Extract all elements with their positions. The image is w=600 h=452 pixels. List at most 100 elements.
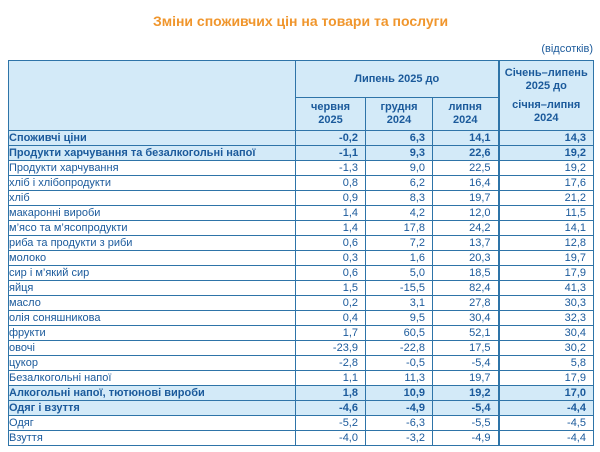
value-cell: -5,5 bbox=[432, 415, 499, 431]
value-cell: 19,7 bbox=[432, 190, 499, 206]
value-cell: 22,6 bbox=[432, 145, 499, 161]
value-cell: -4,9 bbox=[432, 430, 499, 446]
row-label: риба та продукти з риби bbox=[8, 235, 296, 251]
value-cell: 19,2 bbox=[432, 385, 499, 401]
value-cell: 1,5 bbox=[295, 280, 366, 296]
value-cell: 30,4 bbox=[497, 325, 594, 341]
value-cell: -4,9 bbox=[365, 400, 433, 416]
value-cell: 5,8 bbox=[497, 355, 594, 371]
table-body: Споживчі ціни -0,2 6,3 14,1 14,3 Продукти хар… bbox=[8, 130, 594, 446]
value-cell: 22,5 bbox=[432, 160, 499, 176]
value-cell: -1,3 bbox=[295, 160, 366, 176]
value-cell: 12,0 bbox=[432, 205, 499, 221]
table-row: цукор -2,8 -0,5 -5,4 5,8 bbox=[8, 355, 594, 371]
value-cell: -15,5 bbox=[365, 280, 433, 296]
table-row: Одяг -5,2 -6,3 -5,5 -4,5 bbox=[8, 415, 594, 431]
table-row: Продукти харчування -1,3 9,0 22,5 19,2 bbox=[8, 160, 594, 176]
value-cell: -4,6 bbox=[295, 400, 366, 416]
value-cell: -4,4 bbox=[497, 400, 594, 416]
value-cell: 9,5 bbox=[365, 310, 433, 326]
group-header-july-2025: Липень 2025 до bbox=[295, 60, 499, 98]
value-cell: 3,1 bbox=[365, 295, 433, 311]
value-cell: -2,8 bbox=[295, 355, 366, 371]
value-cell: 19,7 bbox=[497, 250, 594, 266]
value-cell: 19,2 bbox=[497, 145, 594, 161]
value-cell: 1,4 bbox=[295, 220, 366, 236]
value-cell: 27,8 bbox=[432, 295, 499, 311]
value-cell: -5,2 bbox=[295, 415, 366, 431]
value-cell: 0,6 bbox=[295, 265, 366, 281]
table-row: яйця 1,5 -15,5 82,4 41,3 bbox=[8, 280, 594, 296]
value-cell: -4,5 bbox=[497, 415, 594, 431]
row-label: Взуття bbox=[8, 430, 296, 446]
row-label: овочі bbox=[8, 340, 296, 356]
value-cell: 14,1 bbox=[497, 220, 594, 236]
value-cell: 17,5 bbox=[432, 340, 499, 356]
value-cell: 4,2 bbox=[365, 205, 433, 221]
value-cell: -3,2 bbox=[365, 430, 433, 446]
value-cell: 17,6 bbox=[497, 175, 594, 191]
row-label: макаронні вироби bbox=[8, 205, 296, 221]
value-cell: 18,5 bbox=[432, 265, 499, 281]
value-cell: 1,8 bbox=[295, 385, 366, 401]
value-cell: 0,6 bbox=[295, 235, 366, 251]
value-cell: -5,4 bbox=[432, 400, 499, 416]
value-cell: 52,1 bbox=[432, 325, 499, 341]
table-row: м’ясо та м’ясопродукти 1,4 17,8 24,2 14,1 bbox=[8, 220, 594, 236]
value-cell: 1,7 bbox=[295, 325, 366, 341]
table-row: олія соняшникова 0,4 9,5 30,4 32,3 bbox=[8, 310, 594, 326]
row-label: Продукти харчування bbox=[8, 160, 296, 176]
table-row: Взуття -4,0 -3,2 -4,9 -4,4 bbox=[8, 430, 594, 446]
value-cell: 14,3 bbox=[497, 130, 594, 146]
value-cell: 82,4 bbox=[432, 280, 499, 296]
sub-col-header-2: липня 2024 bbox=[432, 97, 499, 131]
value-cell: -23,9 bbox=[295, 340, 366, 356]
value-cell: 11,3 bbox=[365, 370, 433, 386]
row-label: хліб і хлібопродукти bbox=[8, 175, 296, 191]
table-row: масло 0,2 3,1 27,8 30,3 bbox=[8, 295, 594, 311]
row-label: олія соняшникова bbox=[8, 310, 296, 326]
table-row: Одяг і взуття -4,6 -4,9 -5,4 -4,4 bbox=[8, 400, 594, 416]
sub-col-header-1: грудня 2024 bbox=[365, 97, 433, 131]
row-label: Безалкогольні напої bbox=[8, 370, 296, 386]
value-cell: 19,2 bbox=[497, 160, 594, 176]
row-label: хліб bbox=[8, 190, 296, 206]
row-label: сир і м’який сир bbox=[8, 265, 296, 281]
table-row: хліб і хлібопродукти 0,8 6,2 16,4 17,6 bbox=[8, 175, 594, 191]
row-label: Одяг bbox=[8, 415, 296, 431]
value-cell: 0,8 bbox=[295, 175, 366, 191]
value-cell: 21,2 bbox=[497, 190, 594, 206]
consumer-price-table: Липень 2025 до Січень–липень 2025 до січ… bbox=[8, 60, 594, 446]
value-cell: 60,5 bbox=[365, 325, 433, 341]
row-label: Одяг і взуття bbox=[8, 400, 296, 416]
value-cell: 17,9 bbox=[497, 370, 594, 386]
value-cell: 17,9 bbox=[497, 265, 594, 281]
row-label: Продукти харчування та безалкогольні нап… bbox=[8, 145, 296, 161]
value-cell: 6,2 bbox=[365, 175, 433, 191]
table-row: фрукти 1,7 60,5 52,1 30,4 bbox=[8, 325, 594, 341]
value-cell: 17,0 bbox=[497, 385, 594, 401]
table-row: сир і м’який сир 0,6 5,0 18,5 17,9 bbox=[8, 265, 594, 281]
value-cell: 9,0 bbox=[365, 160, 433, 176]
table-row: молоко 0,3 1,6 20,3 19,7 bbox=[8, 250, 594, 266]
table-header: Липень 2025 до Січень–липень 2025 до січ… bbox=[8, 60, 594, 131]
row-label: м’ясо та м’ясопродукти bbox=[8, 220, 296, 236]
value-cell: 32,3 bbox=[497, 310, 594, 326]
table-row: овочі -23,9 -22,8 17,5 30,2 bbox=[8, 340, 594, 356]
value-cell: -6,3 bbox=[365, 415, 433, 431]
value-cell: 7,2 bbox=[365, 235, 433, 251]
period-ytd-header: Січень–липень 2025 до січня–липня 2024 bbox=[497, 60, 594, 131]
row-label: молоко bbox=[8, 250, 296, 266]
sub-col-header-0: червня 2025 bbox=[295, 97, 366, 131]
period-ytd-bottom-label: січня–липня 2024 bbox=[512, 98, 581, 124]
value-cell: -0,5 bbox=[365, 355, 433, 371]
value-cell: -1,1 bbox=[295, 145, 366, 161]
value-cell: 20,3 bbox=[432, 250, 499, 266]
value-cell: 8,3 bbox=[365, 190, 433, 206]
table-row: Споживчі ціни -0,2 6,3 14,1 14,3 bbox=[8, 130, 594, 146]
value-cell: -22,8 bbox=[365, 340, 433, 356]
value-cell: 19,7 bbox=[432, 370, 499, 386]
value-cell: 0,3 bbox=[295, 250, 366, 266]
row-label: яйця bbox=[8, 280, 296, 296]
period-ytd-top-label: Січень–липень 2025 до bbox=[504, 66, 588, 92]
